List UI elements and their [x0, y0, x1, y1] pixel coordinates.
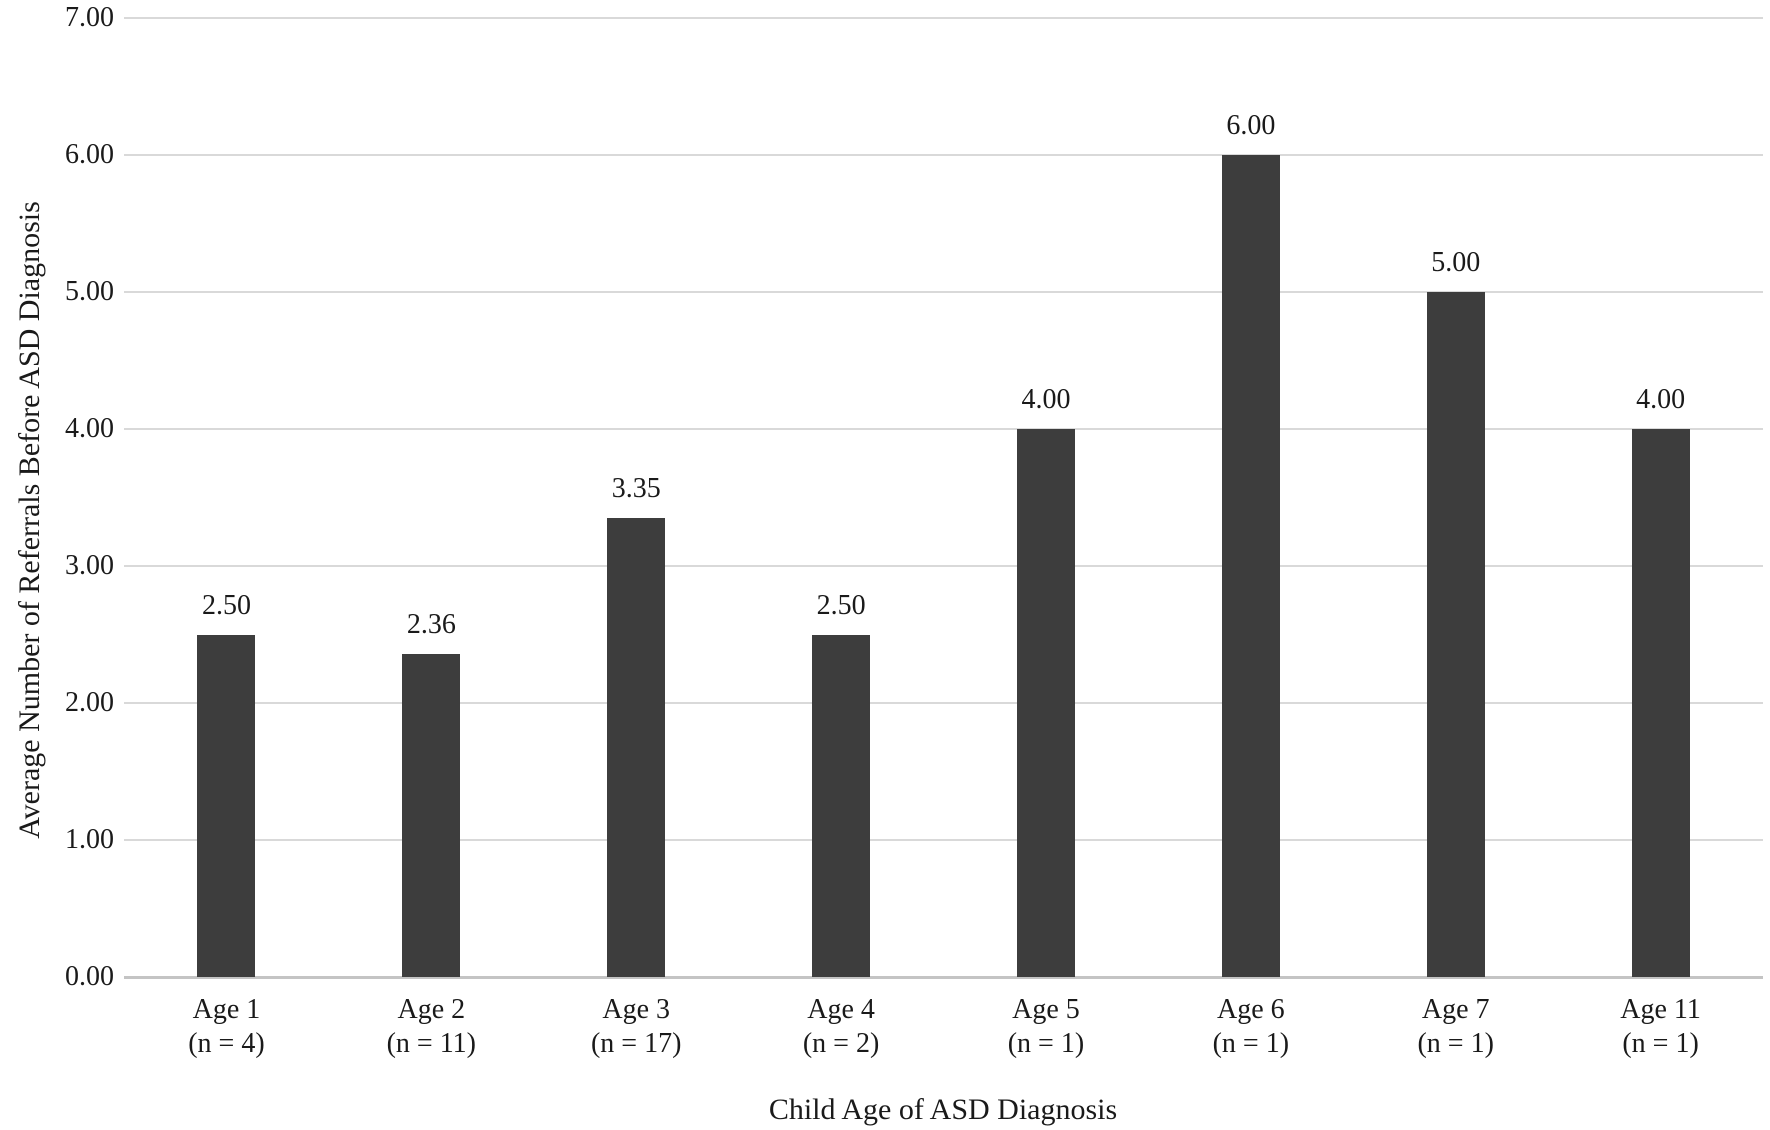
bar — [1016, 429, 1075, 977]
x-category-age: Age 7 — [1421, 994, 1490, 1025]
x-category-n: (n = 1) — [1622, 1028, 1699, 1059]
x-category-n: (n = 4) — [188, 1028, 265, 1059]
bar-group-age-7: 5.00 Age 7 (n = 1) — [1353, 18, 1558, 1060]
x-category-label: Age 4 (n = 2) — [803, 993, 879, 1061]
x-category-label: Age 2 (n = 11) — [387, 993, 476, 1061]
bar — [402, 653, 461, 977]
bar — [1631, 429, 1690, 977]
bar-group-age-2: 2.36 Age 2 (n = 11) — [329, 18, 534, 1059]
gridline — [124, 17, 1763, 19]
x-category-age: Age 6 — [1216, 994, 1285, 1025]
x-category-label: Age 7 (n = 1) — [1417, 993, 1493, 1061]
x-category-n: (n = 1) — [1417, 1028, 1494, 1059]
bar-group-age-5: 4.00 Age 5 (n = 1) — [944, 18, 1149, 1060]
gridline — [124, 291, 1763, 293]
y-tick-label: 7.00 — [65, 2, 114, 33]
x-category-age: Age 11 — [1620, 994, 1701, 1025]
x-category-age: Age 1 — [192, 994, 261, 1025]
y-tick-label: 3.00 — [65, 550, 114, 581]
x-category-label: Age 6 (n = 1) — [1213, 993, 1289, 1061]
x-category-age: Age 5 — [1012, 994, 1080, 1025]
y-tick-label: 1.00 — [65, 824, 114, 855]
bar — [197, 634, 256, 977]
x-category-n: (n = 1) — [1212, 1028, 1290, 1059]
bar-value-label: 2.50 — [816, 589, 866, 621]
x-category-age: Age 3 — [602, 994, 671, 1025]
bar — [1221, 155, 1280, 977]
bar-group-age-6: 6.00 Age 6 (n = 1) — [1148, 18, 1353, 1060]
bar-value-label: 4.00 — [1021, 384, 1071, 415]
bar-group-age-11: 4.00 Age 11 (n = 1) — [1558, 18, 1763, 1060]
bar-group-age-3: 3.35 Age 3 (n = 17) — [534, 18, 739, 1059]
x-axis-title: Child Age of ASD Diagnosis — [768, 1093, 1118, 1126]
bar — [812, 634, 871, 977]
bar-group-age-1: 2.50 Age 1 (n = 4) — [124, 18, 329, 1059]
x-category-n: (n = 17) — [590, 1028, 682, 1059]
gridline — [124, 702, 1763, 704]
bar-value-label: 6.00 — [1226, 110, 1276, 141]
x-category-age: Age 4 — [807, 994, 875, 1025]
bar-value-label: 5.00 — [1431, 247, 1481, 278]
plot-area: 2.50 Age 1 (n = 4) 2.36 Age 2 (n = 11) 3.35 Age… — [124, 17, 1763, 1060]
x-category-label: Age 1 (n = 4) — [188, 993, 264, 1061]
bar — [607, 518, 666, 977]
x-category-label: Age 5 (n = 1) — [1008, 993, 1084, 1061]
gridline — [124, 839, 1763, 841]
x-axis-baseline — [124, 976, 1763, 979]
bar-value-label: 4.00 — [1636, 384, 1686, 415]
gridline — [124, 154, 1763, 156]
y-tick-label: 0.00 — [65, 961, 114, 992]
y-tick-label: 4.00 — [65, 413, 114, 444]
bar-value-label: 2.36 — [406, 608, 456, 640]
x-category-label: Age 11 (n = 1) — [1620, 993, 1701, 1061]
bar-value-label: 3.35 — [611, 473, 661, 505]
x-category-label: Age 3 (n = 17) — [591, 993, 681, 1061]
bar-group-age-4: 2.50 Age 4 (n = 2) — [739, 18, 944, 1059]
y-tick-label: 2.00 — [65, 687, 114, 718]
bar — [1426, 292, 1485, 977]
gridline — [124, 565, 1763, 567]
x-category-n: (n = 1) — [1007, 1028, 1085, 1059]
bar-value-label: 2.50 — [201, 589, 251, 621]
gridline — [124, 428, 1763, 430]
y-tick-label: 6.00 — [65, 139, 114, 170]
x-category-age: Age 2 — [397, 994, 466, 1025]
x-category-n: (n = 11) — [386, 1028, 477, 1059]
y-tick-label: 5.00 — [65, 276, 114, 307]
x-category-n: (n = 2) — [802, 1028, 880, 1059]
